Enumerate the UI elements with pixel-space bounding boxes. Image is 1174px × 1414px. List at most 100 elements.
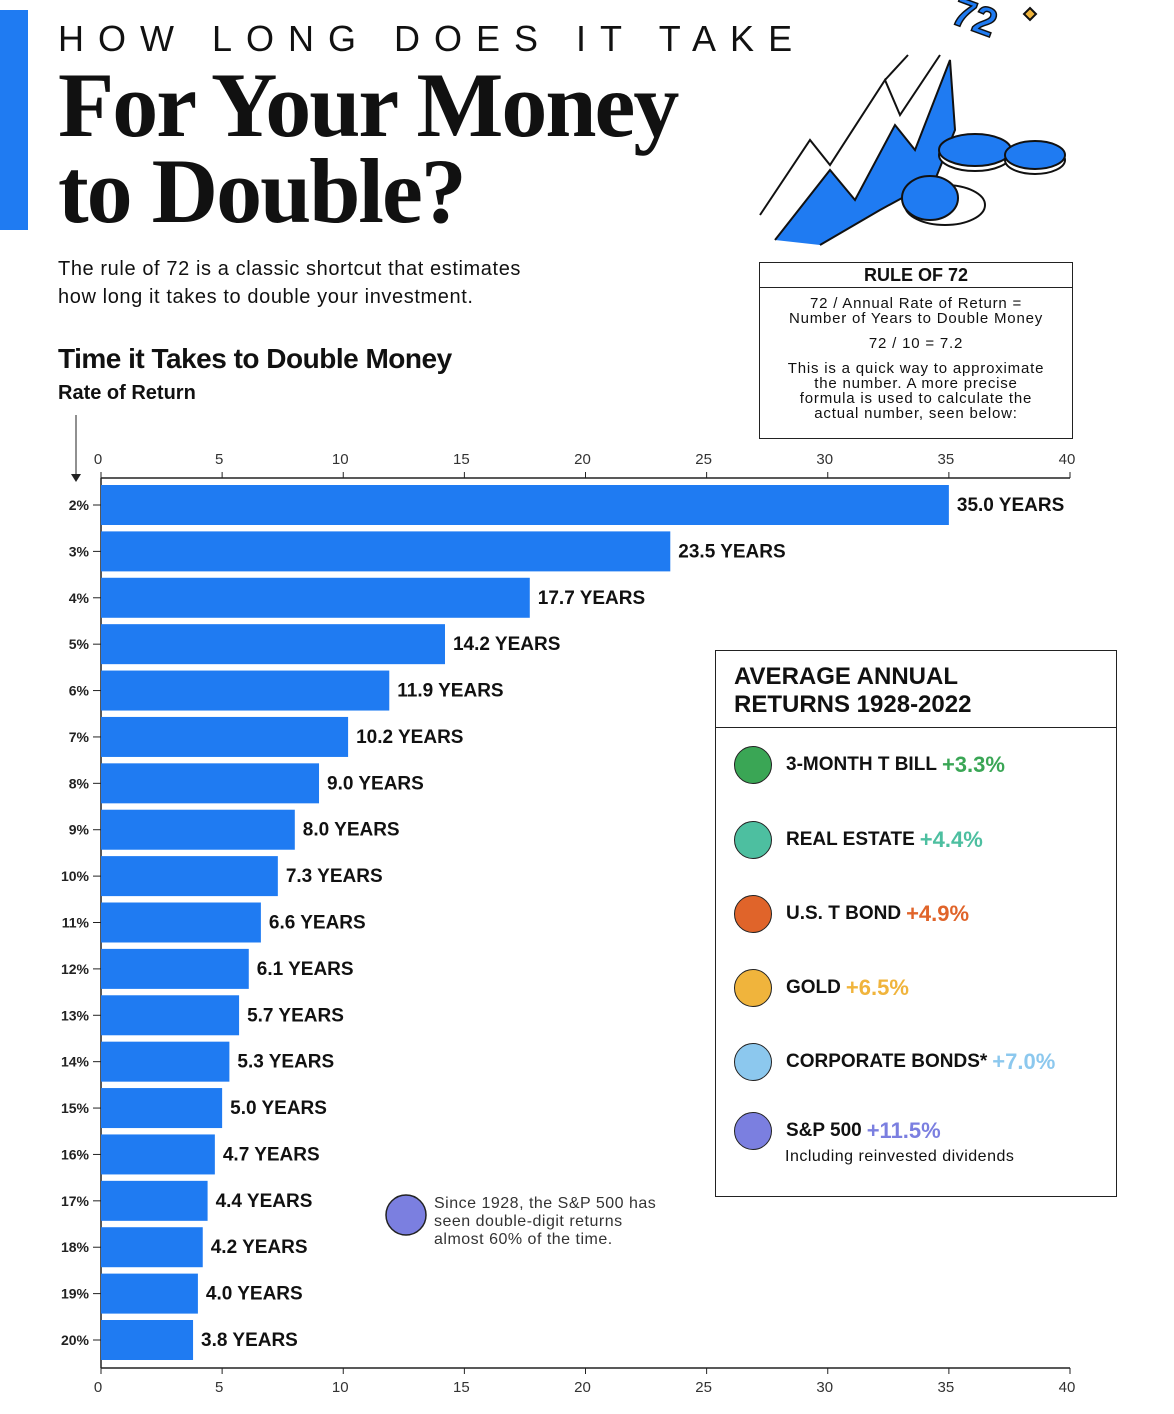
annotation-icon [385, 1194, 427, 1236]
x-tick-label: 15 [453, 451, 470, 468]
return-icon [734, 746, 772, 784]
value-label: 35.0 YEARS [957, 495, 1064, 516]
return-value: +6.5% [845, 975, 909, 1000]
value-label: 6.1 YEARS [257, 959, 354, 980]
accent-bar [0, 10, 28, 230]
rule-box: RULE OF 72 72 / Annual Rate of Return = … [759, 262, 1073, 439]
y-tick-label: 15% [61, 1100, 90, 1116]
rule-text: the number. A more precise [814, 375, 1018, 392]
bar [101, 1273, 198, 1314]
bar [101, 716, 349, 757]
return-item: U.S. T BOND +4.9% [734, 895, 969, 933]
return-name: U.S. T BOND [786, 903, 902, 924]
bar [101, 809, 295, 850]
value-label: 9.0 YEARS [327, 773, 424, 794]
x-tick-label: 40 [1059, 1379, 1076, 1396]
return-value: +3.3% [941, 752, 1005, 777]
return-name: REAL ESTATE [786, 829, 915, 850]
y-tick-label: 3% [69, 543, 90, 559]
return-name: 3-MONTH T BILL [786, 754, 937, 775]
illustration [759, 6, 1066, 246]
annotation-line: almost 60% of the time. [434, 1231, 613, 1248]
x-tick-label: 5 [215, 1379, 223, 1396]
returns-title-line: RETURNS 1928-2022 [734, 691, 972, 718]
y-tick-label: 12% [61, 961, 90, 977]
rule-text: 72 / 10 = 7.2 [868, 335, 964, 352]
bar [101, 856, 278, 897]
return-name: CORPORATE BONDS* [786, 1051, 988, 1072]
value-label: 5.0 YEARS [230, 1098, 327, 1119]
value-label: 4.4 YEARS [216, 1191, 313, 1212]
value-label: 6.6 YEARS [269, 913, 366, 934]
bar [101, 624, 445, 665]
x-tick-label: 35 [938, 1379, 955, 1396]
y-tick-label: 16% [61, 1146, 90, 1162]
illustration-label: 72 [946, 0, 1003, 46]
x-tick-label: 35 [938, 451, 955, 468]
value-label: 23.5 YEARS [678, 541, 785, 562]
x-tick-label: 0 [94, 1379, 102, 1396]
bar [101, 995, 240, 1036]
x-tick-label: 20 [574, 451, 591, 468]
x-tick-label: 0 [94, 451, 102, 468]
value-label: 5.7 YEARS [247, 1005, 344, 1026]
y-tick-label: 19% [61, 1286, 90, 1302]
x-tick-label: 5 [215, 451, 223, 468]
bar [101, 531, 671, 572]
bar [101, 670, 390, 711]
x-tick-label: 25 [695, 1379, 712, 1396]
x-tick-label: 15 [453, 1379, 470, 1396]
bar [101, 1134, 215, 1175]
rule-text: formula is used to calculate the [799, 390, 1033, 407]
return-item: REAL ESTATE +4.4% [734, 821, 983, 859]
rule-title: RULE OF 72 [760, 263, 1072, 288]
title: For Your Money [58, 54, 679, 156]
y-tick-label: 13% [61, 1007, 90, 1023]
return-value: +4.9% [906, 901, 970, 926]
returns-box: AVERAGE ANNUAL RETURNS 1928-2022 3-MONTH … [715, 650, 1117, 1197]
return-item: GOLD +6.5% [734, 969, 909, 1007]
x-tick-label: 40 [1059, 451, 1076, 468]
value-label: 11.9 YEARS [397, 681, 503, 702]
y-tick-label: 11% [62, 915, 90, 931]
y-tick-label: 10% [61, 868, 90, 884]
returns-title-line: AVERAGE ANNUAL [734, 663, 959, 690]
intro: The rule of 72 is a classic shortcut tha… [58, 258, 522, 280]
bar [101, 948, 249, 989]
x-tick-label: 30 [816, 1379, 833, 1396]
bar [101, 485, 949, 525]
title: to Double? [58, 140, 467, 242]
bar [101, 577, 530, 618]
return-item: CORPORATE BONDS* +7.0% [734, 1043, 1055, 1081]
y-tick-label: 2% [69, 497, 90, 513]
returns-title: AVERAGE ANNUAL RETURNS 1928-2022 [716, 651, 1116, 728]
rule-text: Number of Years to Double Money [788, 310, 1044, 327]
y-tick-label: 5% [69, 636, 90, 652]
y-tick-label: 18% [61, 1239, 90, 1255]
value-label: 17.7 YEARS [538, 588, 645, 609]
intro: how long it takes to double your investm… [58, 286, 474, 308]
bar [101, 902, 261, 943]
y-tick-label: 14% [61, 1054, 90, 1070]
value-label: 5.3 YEARS [237, 1052, 334, 1073]
return-name: GOLD [786, 977, 841, 998]
rule-text: 72 / Annual Rate of Return = [809, 295, 1023, 312]
value-label: 4.7 YEARS [223, 1144, 320, 1165]
x-tick-label: 25 [695, 451, 712, 468]
bar [101, 1180, 208, 1221]
return-icon [734, 895, 772, 933]
annotation-line: Since 1928, the S&P 500 has [434, 1195, 657, 1212]
y-tick-label: 7% [69, 729, 90, 745]
arrow-head [71, 474, 81, 482]
chart-title: Time it Takes to Double Money [58, 343, 452, 374]
y-tick-label: 9% [69, 822, 90, 838]
rule-text: actual number, seen below: [814, 405, 1018, 422]
return-value: +4.4% [919, 827, 983, 852]
return-icon [734, 1043, 772, 1081]
y-axis-label: Rate of Return [58, 382, 196, 404]
return-name: S&P 500 [786, 1120, 862, 1141]
value-label: 10.2 YEARS [356, 727, 463, 748]
y-tick-label: 6% [69, 683, 90, 699]
